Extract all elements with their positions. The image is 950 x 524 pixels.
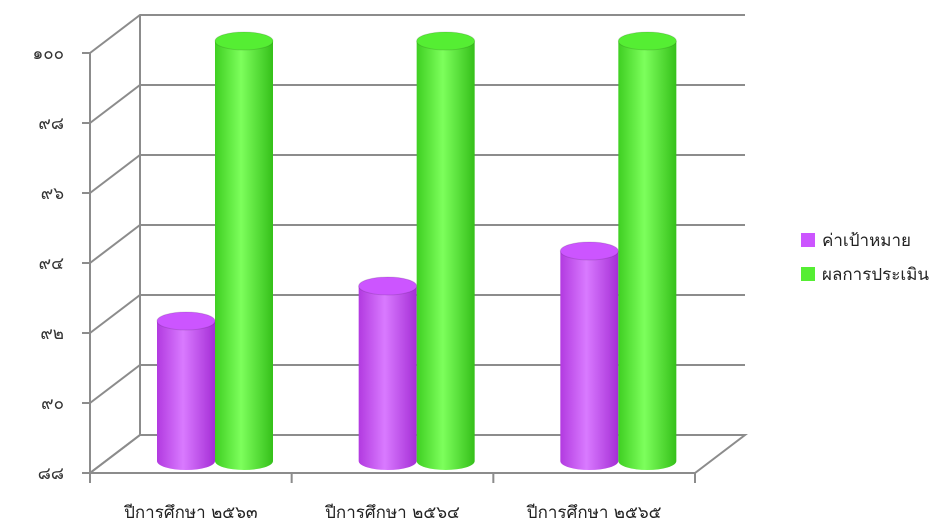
x-category-label: ปีการศึกษา ๒๕๖๕	[526, 503, 662, 523]
x-category-label: ปีการศึกษา ๒๕๖๓	[123, 503, 257, 523]
y-tick-label: ๙๔	[39, 254, 64, 274]
legend-label: ค่าเป้าหมาย	[822, 231, 911, 251]
bar-body	[560, 251, 619, 470]
bar	[416, 31, 476, 470]
x-category-label: ปีการศึกษา ๒๕๖๔	[324, 503, 460, 523]
bar-top	[358, 276, 418, 296]
bar	[617, 31, 677, 470]
y-tick-label: ๙๐	[41, 394, 64, 414]
legend-label: ผลการประเมิน	[822, 265, 929, 285]
bar	[358, 276, 418, 470]
y-tick-label: ๙๒	[40, 324, 64, 344]
y-tick-label: ๙๖	[41, 184, 64, 204]
legend-item: ค่าเป้าหมาย	[801, 231, 911, 251]
bar	[156, 311, 216, 470]
bar	[214, 31, 274, 470]
bar-body	[157, 321, 215, 470]
bar-body	[358, 286, 417, 470]
bar-body	[215, 41, 273, 470]
axis-layer	[82, 15, 748, 483]
bar-body	[618, 41, 677, 470]
y-tick-label: ๙๘	[38, 114, 64, 134]
bar-top	[156, 311, 216, 331]
bar-top	[559, 241, 619, 261]
bar-top	[617, 31, 677, 51]
bar-top	[416, 31, 476, 51]
legend-swatch	[801, 233, 815, 247]
legend-swatch	[801, 267, 815, 281]
bar-layer	[156, 31, 677, 470]
bar-top	[214, 31, 274, 51]
bar	[559, 241, 619, 470]
y-tick-label: ๑๐๐	[32, 44, 64, 64]
bar-body	[416, 41, 475, 470]
y-tick-label: ๘๘	[38, 464, 64, 484]
legend-item: ผลการประเมิน	[801, 265, 929, 285]
